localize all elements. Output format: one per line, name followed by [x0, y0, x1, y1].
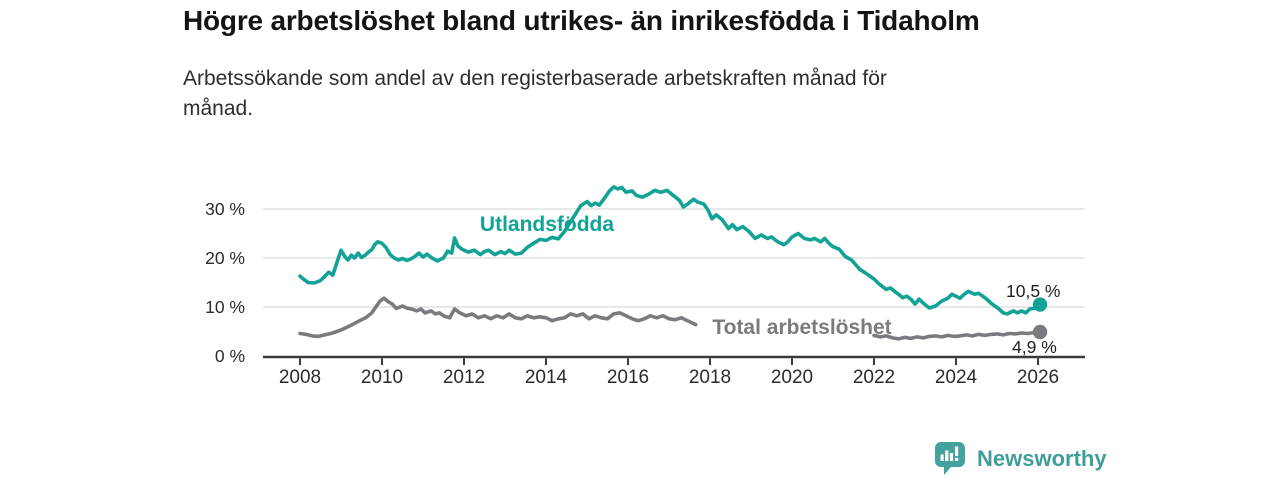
x-tick-label: 2014: [525, 367, 568, 388]
y-tick-label: 20 %: [205, 248, 245, 268]
series-end-value-label: 4,9 %: [1012, 337, 1057, 357]
y-tick-label: 10 %: [205, 297, 245, 317]
chart-subtitle-line1: Arbetssökande som andel av den registerb…: [183, 67, 887, 90]
series-line: [872, 330, 1042, 341]
x-tick-label: 2018: [689, 367, 731, 388]
logo-bar-2: [945, 450, 949, 461]
logo-exclamation-dot: [955, 457, 959, 461]
y-tick-label: 30 %: [205, 199, 245, 219]
series-end-dot: [1032, 324, 1048, 340]
series-label: Utlandsfödda: [480, 213, 614, 236]
series-label: Total arbetslöshet: [712, 316, 891, 339]
chart-title: Högre arbetslöshet bland utrikes- än inr…: [183, 5, 980, 36]
y-tick-label: 0 %: [215, 346, 245, 366]
x-tick-label: 2010: [361, 367, 403, 388]
series-line: [298, 185, 1042, 316]
x-tick-label: 2024: [935, 367, 978, 388]
x-tick-label: 2020: [771, 367, 813, 388]
x-tick-label: 2012: [443, 367, 485, 388]
newsworthy-branding: Newsworthy: [933, 440, 1107, 477]
brand-name: Newsworthy: [977, 445, 1107, 471]
chart-subtitle: Arbetssökande som andel av den registerb…: [183, 64, 887, 124]
x-tick-label: 2008: [279, 367, 321, 388]
x-tick-label: 2016: [607, 367, 649, 388]
logo-exclamation-bar: [955, 446, 959, 456]
series-end-dot: [1032, 297, 1048, 312]
chart-subtitle-line2: månad.: [183, 97, 254, 120]
logo-bar-1: [940, 454, 944, 461]
newsworthy-logo-icon: [935, 442, 965, 475]
logo-bar-3: [949, 453, 954, 461]
series-line: [298, 296, 698, 339]
series-end-value-label: 10,5 %: [1006, 281, 1060, 301]
x-tick-label: 2022: [853, 367, 895, 388]
x-tick-label: 2026: [1017, 367, 1059, 388]
